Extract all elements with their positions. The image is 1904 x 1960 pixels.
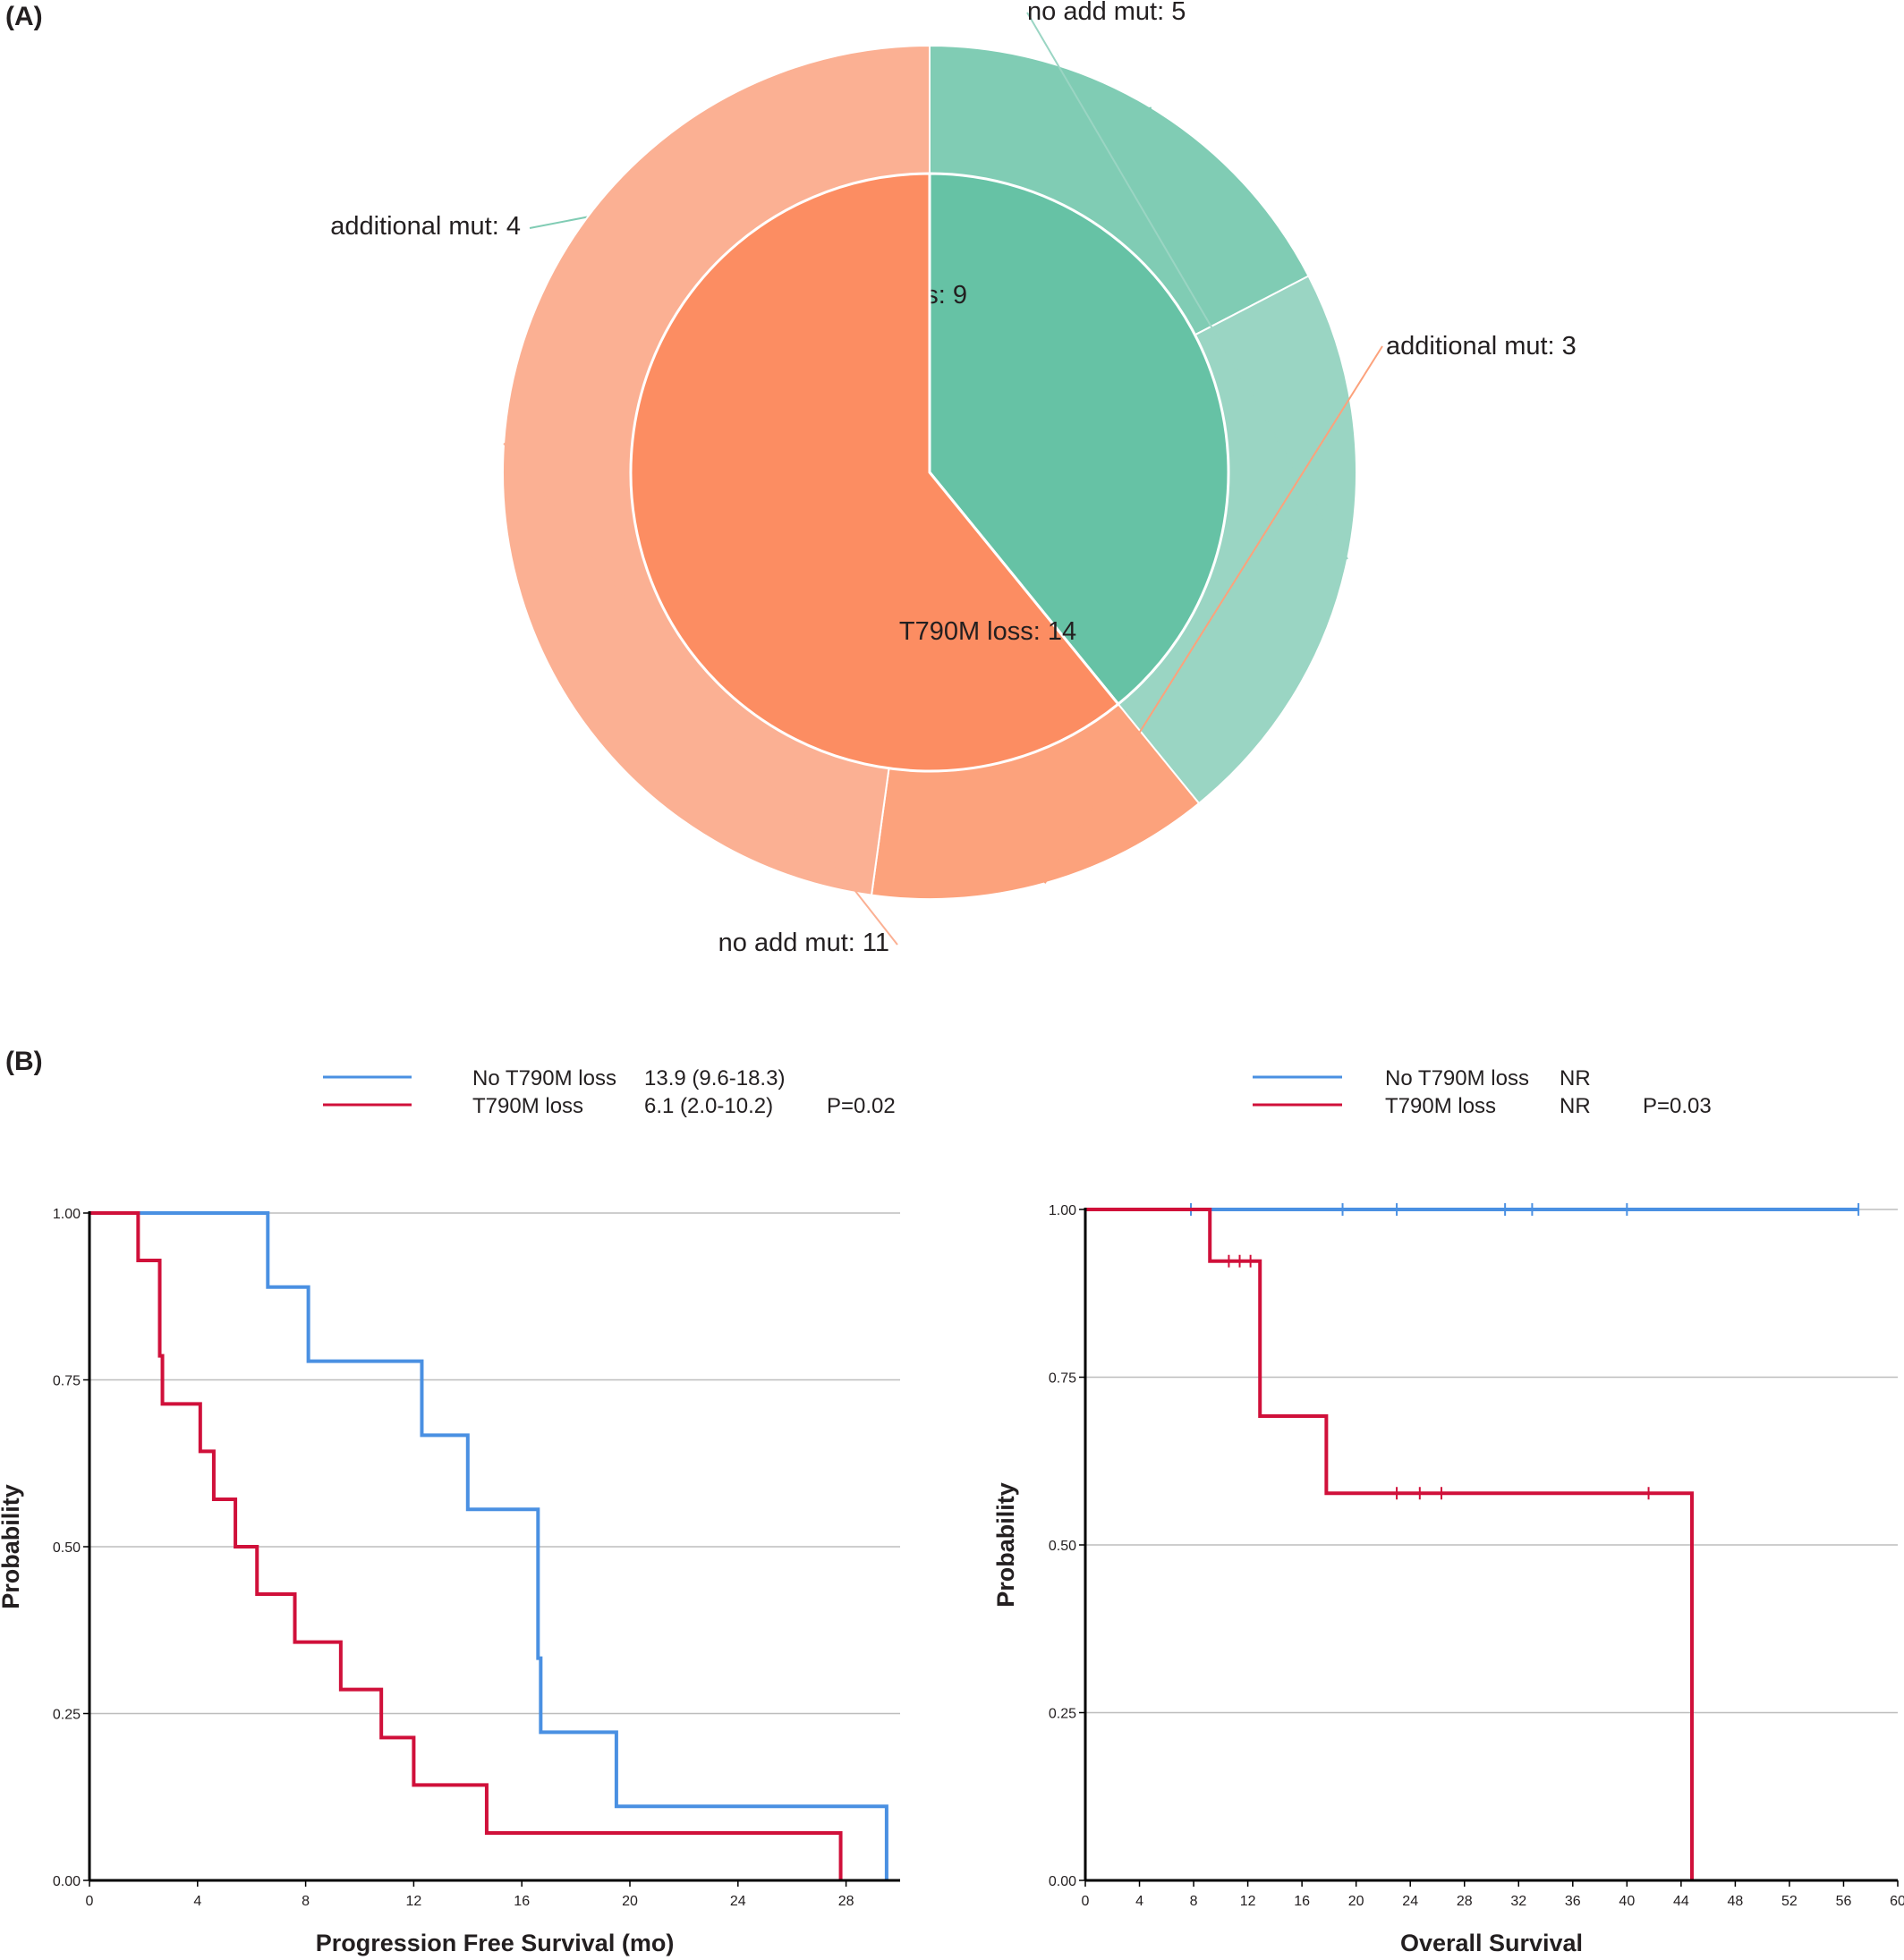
legend-name: T790M loss — [1385, 1094, 1496, 1118]
x-tick-label: 16 — [514, 1894, 530, 1909]
y-tick-label: 1.00 — [1049, 1203, 1076, 1218]
x-tick-label: 12 — [406, 1894, 422, 1909]
x-tick-label: 28 — [1457, 1894, 1473, 1909]
x-tick-label: 56 — [1836, 1894, 1852, 1909]
x-axis-label: Overall Survival — [1400, 1930, 1583, 1956]
km-curve — [89, 1211, 888, 1880]
legend-name: T790M loss — [472, 1094, 583, 1118]
x-tick-label: 0 — [1082, 1894, 1090, 1909]
legend-stat: NR — [1560, 1066, 1591, 1090]
x-tick-label: 40 — [1619, 1894, 1635, 1909]
y-axis-label: Probability — [992, 1482, 1019, 1608]
outer-no-add-mut-loss-leader — [503, 442, 898, 946]
outer-no-add-mut-no-loss-leader — [1026, 12, 1348, 560]
x-tick-label: 48 — [1728, 1894, 1744, 1909]
y-tick-label: 0.00 — [53, 1874, 81, 1889]
x-tick-label: 0 — [86, 1894, 94, 1909]
x-tick-label: 24 — [1402, 1894, 1418, 1909]
inner-no-t790m-loss-slice — [928, 172, 1230, 707]
km-curve — [1085, 1208, 1694, 1880]
p-value: P=0.02 — [827, 1094, 896, 1118]
inner-t790m-loss-slice — [629, 172, 1120, 773]
x-tick-label: 8 — [1190, 1894, 1198, 1909]
legend-stat: NR — [1560, 1094, 1591, 1118]
sunburst-chart: additional mut: 4 no add mut: 5 additional… — [330, 0, 1577, 957]
panel-a-label: (A) — [5, 2, 43, 31]
y-tick-label: 0.75 — [1049, 1371, 1076, 1387]
p-value: P=0.03 — [1643, 1094, 1712, 1118]
inner-t790m-loss-label: T790M loss: 14 — [899, 617, 1076, 646]
panel-b-label: (B) — [5, 1047, 43, 1076]
x-tick-label: 16 — [1294, 1894, 1310, 1909]
x-tick-label: 52 — [1781, 1894, 1798, 1909]
y-tick-label: 0.25 — [1049, 1707, 1076, 1722]
x-tick-label: 28 — [838, 1894, 854, 1909]
x-tick-label: 24 — [730, 1894, 746, 1909]
x-tick-label: 20 — [622, 1894, 638, 1909]
outer-no-add-mut-no-loss-label: no add mut: 5 — [1027, 0, 1186, 26]
y-tick-label: 0.50 — [1049, 1539, 1076, 1554]
y-tick-label: 0.50 — [53, 1540, 81, 1556]
x-tick-label: 4 — [193, 1894, 201, 1909]
x-tick-label: 8 — [302, 1894, 310, 1909]
os-km-chart: No T790M loss NR T790M loss NR P=0.03 0.00 0.2… — [992, 1066, 1904, 1956]
y-tick-label: 0.25 — [53, 1708, 81, 1723]
x-tick-label: 60 — [1890, 1894, 1904, 1909]
x-tick-label: 36 — [1565, 1894, 1581, 1909]
x-tick-label: 4 — [1135, 1894, 1143, 1909]
y-tick-label: 0.00 — [1049, 1874, 1076, 1889]
km-curve — [89, 1211, 843, 1880]
y-tick-label: 0.75 — [53, 1374, 81, 1389]
x-tick-label: 20 — [1348, 1894, 1364, 1909]
pfs-km-chart: No T790M loss 13.9 (9.6-18.3) T790M loss 6.… — [0, 1066, 900, 1956]
outer-additional-mut-loss-label: additional mut: 3 — [1386, 332, 1577, 361]
outer-additional-mut-no-loss-label: additional mut: 4 — [330, 212, 521, 241]
x-tick-label: 44 — [1673, 1894, 1689, 1909]
legend-stat: 13.9 (9.6-18.3) — [644, 1066, 785, 1090]
outer-no-add-mut-loss-label: no add mut: 11 — [718, 929, 889, 957]
x-tick-label: 12 — [1240, 1894, 1256, 1909]
x-tick-label: 32 — [1510, 1894, 1526, 1909]
legend-stat: 6.1 (2.0-10.2) — [644, 1094, 773, 1118]
legend-name: No T790M loss — [1385, 1066, 1529, 1090]
y-axis-label: Probability — [0, 1484, 24, 1609]
outer-additional-mut-loss-leader — [1043, 345, 1383, 884]
x-axis-label: Progression Free Survival (mo) — [316, 1930, 675, 1956]
y-tick-label: 1.00 — [53, 1207, 81, 1222]
legend-name: No T790M loss — [472, 1066, 616, 1090]
